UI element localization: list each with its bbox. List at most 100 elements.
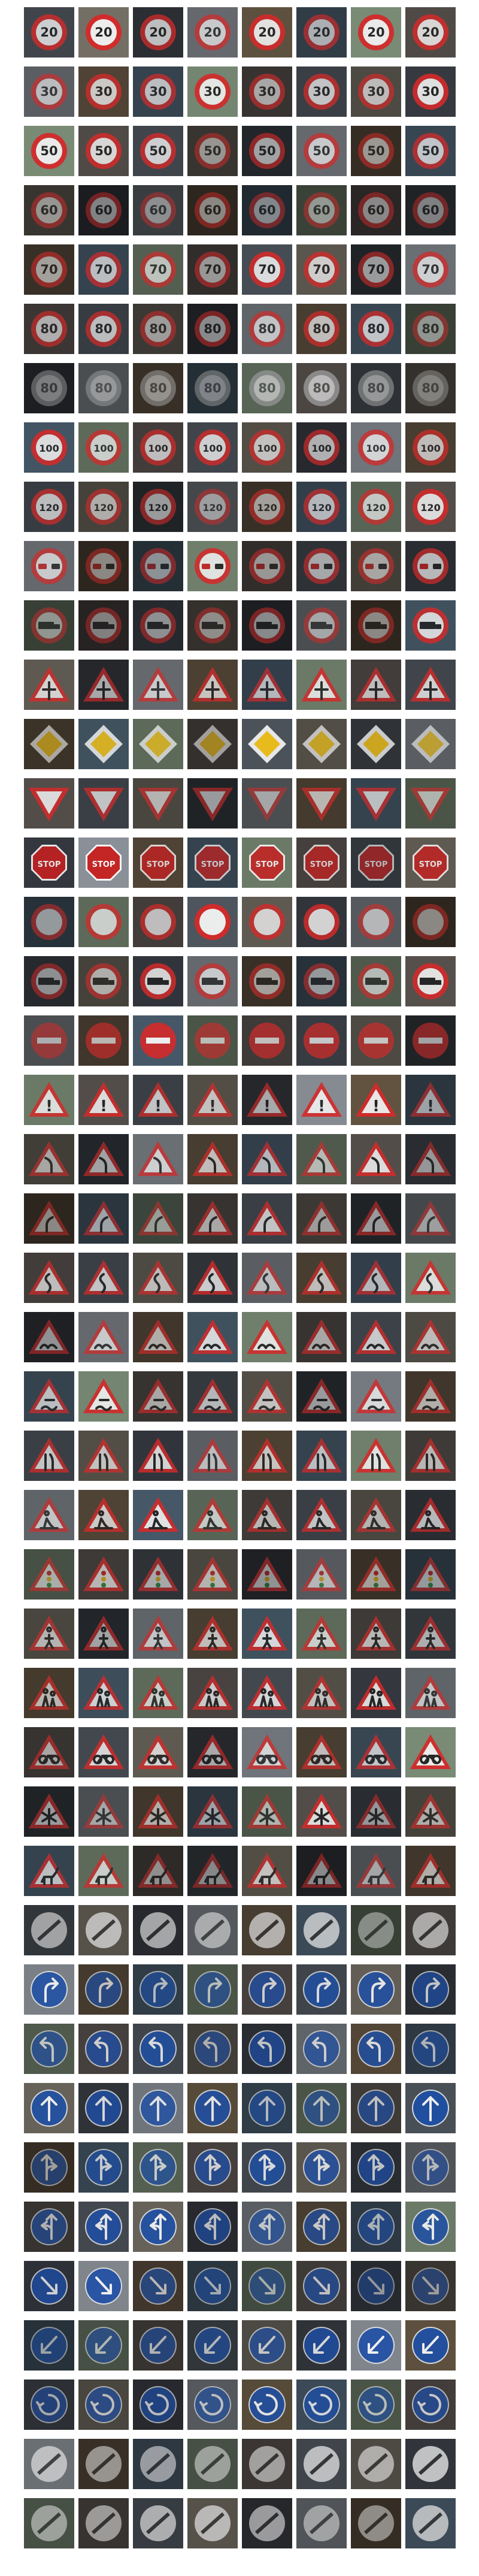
sign-pedestrians [247,1616,287,1650]
sign-no-entry [249,1023,285,1059]
sign-thumbnail [296,2202,347,2252]
thumbnail-image [351,2142,401,2193]
sign-thumbnail [296,719,347,769]
thumbnail-image: 100 [78,422,129,473]
sign-thumbnail [405,2202,456,2252]
thumbnail-image: 100 [405,422,456,473]
sign-glyph-text: 120 [366,502,386,513]
sign-thumbnail [78,2320,129,2371]
sign-ahead-only [85,2090,122,2127]
thumbnail-image [187,2498,238,2548]
sign-yield [192,788,233,821]
sign-thumbnail [405,1371,456,1422]
sign-thumbnail: 80 [296,363,347,413]
sign-traffic-signals [410,1556,451,1591]
sign-thumbnail [78,1549,129,1600]
sign-thumbnail [187,1549,238,1600]
sign-thumbnail [405,1668,456,1718]
sign-thumbnail [296,1668,347,1718]
sign-glyph-text: 50 [258,144,275,158]
sign-thumbnail [296,1431,347,1481]
sign-road-narrows-right [29,1438,69,1473]
sign-thumbnail: 60 [351,185,401,235]
sign-traffic-signals [356,1556,396,1591]
thumbnail-image [187,1312,238,1362]
sign-thumbnail [351,2439,401,2489]
thumbnail-image: STOP [133,837,183,888]
sign-children-crossing [138,1675,178,1710]
sign-thumbnail: 30 [187,66,238,117]
sign-speed-limit-30: 30 [413,74,448,110]
sign-thumbnail: 50 [405,126,456,176]
thumbnail-image [351,778,401,829]
sign-stop: STOP [140,845,176,881]
sign-glyph-text: 70 [313,262,330,277]
sign-speed-limit-20: 20 [249,14,285,50]
sign-glyph-text: 100 [366,443,386,454]
thumbnail-image: 50 [405,126,456,176]
thumbnail-image: 20 [78,7,129,58]
thumbnail-image [78,2380,129,2430]
sign-thumbnail: ! [351,1075,401,1125]
sign-no-overtaking-trucks [140,607,176,643]
sign-turn-left-ahead [31,2030,68,2067]
thumbnail-image [242,1846,292,1896]
sign-roundabout-mandatory [303,2386,340,2423]
sign-thumbnail: 50 [296,126,347,176]
sign-speed-limit-60: 60 [358,192,394,228]
sign-thumbnail [24,1253,74,1303]
sign-thumbnail [405,2142,456,2193]
thumbnail-image [242,1905,292,1955]
sign-thumbnail: 50 [242,126,292,176]
thumbnail-image [351,1727,401,1777]
sign-speed-limit-30: 30 [140,74,176,110]
sign-thumbnail [133,2498,183,2548]
sign-thumbnail [296,1549,347,1600]
thumbnail-image: 50 [133,126,183,176]
sign-thumbnail [405,2380,456,2430]
thumbnail-image [405,1193,456,1244]
sign-thumbnail [296,1371,347,1422]
sign-thumbnail [242,778,292,829]
sign-thumbnail: 80 [405,304,456,354]
sign-end-of-no-passing-trucks [31,2505,67,2541]
sign-thumbnail [78,719,129,769]
sign-speed-limit-100: 100 [249,430,285,465]
sign-glyph-text: 80 [204,322,221,336]
sign-wild-animals-crossing [247,1853,287,1888]
thumbnail-image: 80 [351,363,401,413]
thumbnail-image [242,778,292,829]
sign-no-entry [31,1023,67,1059]
sign-thumbnail: STOP [24,837,74,888]
sign-dangerous-curve-left [192,1141,233,1176]
thumbnail-image [351,1846,401,1896]
thumbnail-image [296,1490,347,1540]
sign-road-narrows-right [410,1438,451,1473]
sign-thumbnail [405,2320,456,2371]
sign-glyph-text: 80 [149,381,166,395]
thumbnail-image: 60 [296,185,347,235]
sign-thumbnail: 80 [78,363,129,413]
sign-thumbnail [133,2320,183,2371]
thumbnail-image [242,1371,292,1422]
sign-thumbnail [133,897,183,947]
thumbnail-image: 100 [24,422,74,473]
sign-glyph-text: 20 [149,25,166,40]
thumbnail-image [405,1609,456,1659]
sign-thumbnail [187,660,238,710]
thumbnail-image [351,1253,401,1303]
sign-thumbnail [296,660,347,710]
thumbnail-image [351,1312,401,1362]
sign-no-vehicles [358,904,394,940]
sign-glyph-text: 60 [422,203,439,217]
thumbnail-image [296,1668,347,1718]
sign-speed-limit-120: 120 [31,489,67,525]
sign-thumbnail [78,1193,129,1244]
sign-thumbnail: 70 [187,244,238,295]
thumbnail-image [24,1431,74,1481]
thumbnail-image [405,2498,456,2548]
sign-glyph-text: 80 [204,381,221,395]
sign-double-curve [410,1260,451,1295]
sign-thumbnail: 30 [405,66,456,117]
sign-wild-animals-crossing [29,1853,69,1888]
